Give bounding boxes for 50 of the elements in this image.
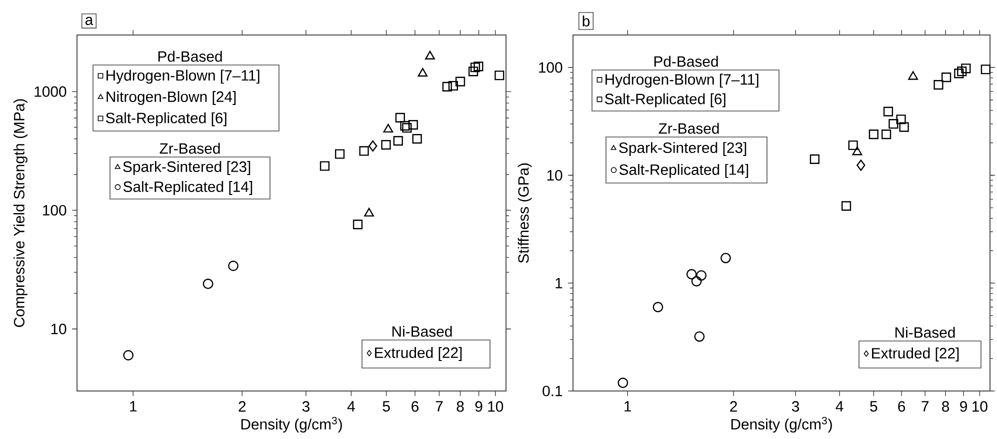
x-tick-label: 8 <box>942 401 950 412</box>
y-tick-label: 1 <box>556 278 562 288</box>
legend-label: Extruded [22] <box>375 347 462 361</box>
x-tick-label: 9 <box>960 401 967 412</box>
x-tick-label: 5 <box>382 401 390 412</box>
legend-label: Salt-Replicated [14] <box>619 164 748 178</box>
x-tick-label: 6 <box>412 401 419 412</box>
x-tick-label: 2 <box>730 401 737 412</box>
x-tick-label: 8 <box>456 401 464 412</box>
annotation: Zr-Based <box>658 122 719 134</box>
legend-label: Spark-Sintered [23] <box>123 161 250 175</box>
legend-label: Nitrogen-Blown [24] <box>106 91 236 105</box>
y-tick-label: 0.1 <box>542 386 562 396</box>
x-tick-label: 3 <box>792 401 800 412</box>
x-tick-label: 10 <box>488 401 504 412</box>
x-tick-label: 1 <box>130 401 137 412</box>
y-tick-label: 10 <box>547 170 562 181</box>
x-tick-label: 1 <box>624 401 631 412</box>
x-tick-label: 6 <box>898 401 906 412</box>
x-tick-label: 9 <box>475 401 482 412</box>
chart-title: a <box>85 16 94 26</box>
x-tick-label: 7 <box>922 401 929 412</box>
legend-label: Salt-Replicated [6] <box>604 93 726 108</box>
x-tick-label: 10 <box>972 401 988 412</box>
annotation: Pd-Based <box>654 56 718 67</box>
y-tick-label: 1000 <box>34 86 66 97</box>
x-tick-label: 5 <box>870 401 878 412</box>
legend-label: Salt-Replicated [14] <box>123 181 252 195</box>
annotation: Zr-Based <box>160 142 220 154</box>
legend-label: Spark-Sintered [23] <box>619 142 746 156</box>
y-tick-label: 100 <box>539 62 562 73</box>
x-tick-label: 2 <box>238 401 246 412</box>
legend-label: Extruded [22] <box>872 348 959 362</box>
annotation: Ni-Based <box>392 326 452 337</box>
chart-title: b <box>582 16 590 26</box>
x-tick-label: 7 <box>436 401 443 412</box>
y-axis-title: Stiffness (GPa) <box>518 163 532 263</box>
y-tick-label: 100 <box>43 204 66 216</box>
annotation: Ni-Based <box>895 326 955 338</box>
y-axis-title: Compressive Yield Strength (MPa) <box>13 99 28 327</box>
x-tick-label: 4 <box>347 401 355 412</box>
x-tick-label: 4 <box>836 401 844 412</box>
legend-label: Salt-Replicated [6] <box>106 112 226 126</box>
legend-label: Hydrogen-Blown [7–11] <box>606 74 758 88</box>
y-tick-label: 10 <box>51 324 66 334</box>
annotation: Pd-Based <box>158 50 222 62</box>
x-axis-title: Density (g/cm$^{3}$) <box>731 416 832 433</box>
x-axis-title: Density (g/cm$^{3}$) <box>241 416 342 433</box>
legend-label: Hydrogen-Blown [7–11] <box>106 70 260 84</box>
x-tick-label: 3 <box>302 401 310 412</box>
